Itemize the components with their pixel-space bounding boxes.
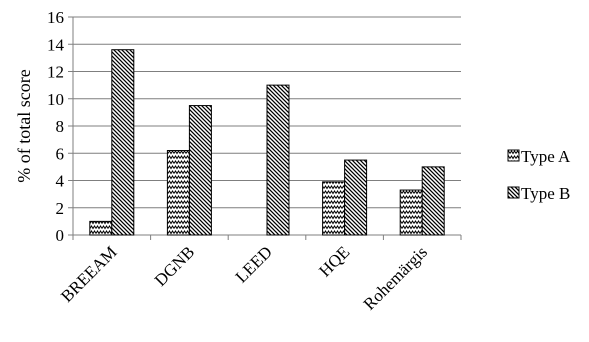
bar-type-b-breeam [111,49,135,236]
legend-swatch-type-b [507,186,520,199]
y-tick-label: 6 [56,144,65,163]
y-tick-label: 12 [47,63,64,82]
y-tick-label: 10 [47,90,64,109]
bar-type-b-hqe [344,159,368,236]
bar-type-b-rohemärgis [421,166,445,236]
y-tick-label: 8 [56,117,65,136]
bars [89,49,445,236]
legend-label-type-a: Type A [521,147,571,166]
x-category-label: HQE [315,242,353,280]
legend-label-type-b: Type B [521,184,570,203]
bar-type-b-dgnb [188,105,212,236]
y-tick-label: 0 [56,226,65,245]
y-tick-label: 14 [47,35,65,54]
bar-type-a-breeam [89,220,113,236]
bar-type-a-rohemärgis [399,189,423,236]
bar-type-b-leed [266,84,290,236]
y-tick-label: 16 [47,8,64,27]
y-tick-labels: 0 2 4 6 8 10 12 14 16 [47,8,65,245]
bar-type-a-dgnb [166,150,190,236]
y-axis-title: % of total score [14,69,34,182]
bar-type-a-hqe [322,181,346,236]
axes [68,16,462,240]
legend: Type A Type B [507,147,571,203]
x-category-label: LEED [232,242,276,286]
x-category-labels: BREEAM DGNB LEED HQE Rohemärgis [57,242,431,313]
x-category-label: DGNB [151,242,198,289]
x-category-label: Rohemärgis [360,242,431,313]
y-tick-label: 4 [56,172,65,191]
legend-swatch-type-a [507,149,520,162]
y-tick-label: 2 [56,199,65,218]
x-category-label: BREEAM [57,242,121,306]
